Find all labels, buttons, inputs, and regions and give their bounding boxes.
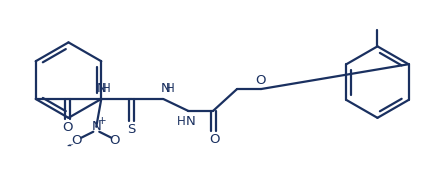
Text: O: O <box>109 134 120 147</box>
Text: N: N <box>97 82 106 95</box>
Text: N: N <box>92 120 101 133</box>
Text: +: + <box>98 116 106 126</box>
Text: O: O <box>71 134 82 147</box>
Text: O: O <box>209 133 219 146</box>
Text: N: N <box>160 82 170 95</box>
Text: N: N <box>185 115 195 128</box>
Text: S: S <box>127 123 135 136</box>
Text: H: H <box>177 115 186 128</box>
Text: H: H <box>102 82 111 95</box>
Text: O: O <box>256 74 266 87</box>
Text: O: O <box>62 121 73 134</box>
Text: H: H <box>166 82 175 95</box>
Text: -: - <box>66 140 71 154</box>
Text: ⁻: ⁻ <box>68 143 74 153</box>
